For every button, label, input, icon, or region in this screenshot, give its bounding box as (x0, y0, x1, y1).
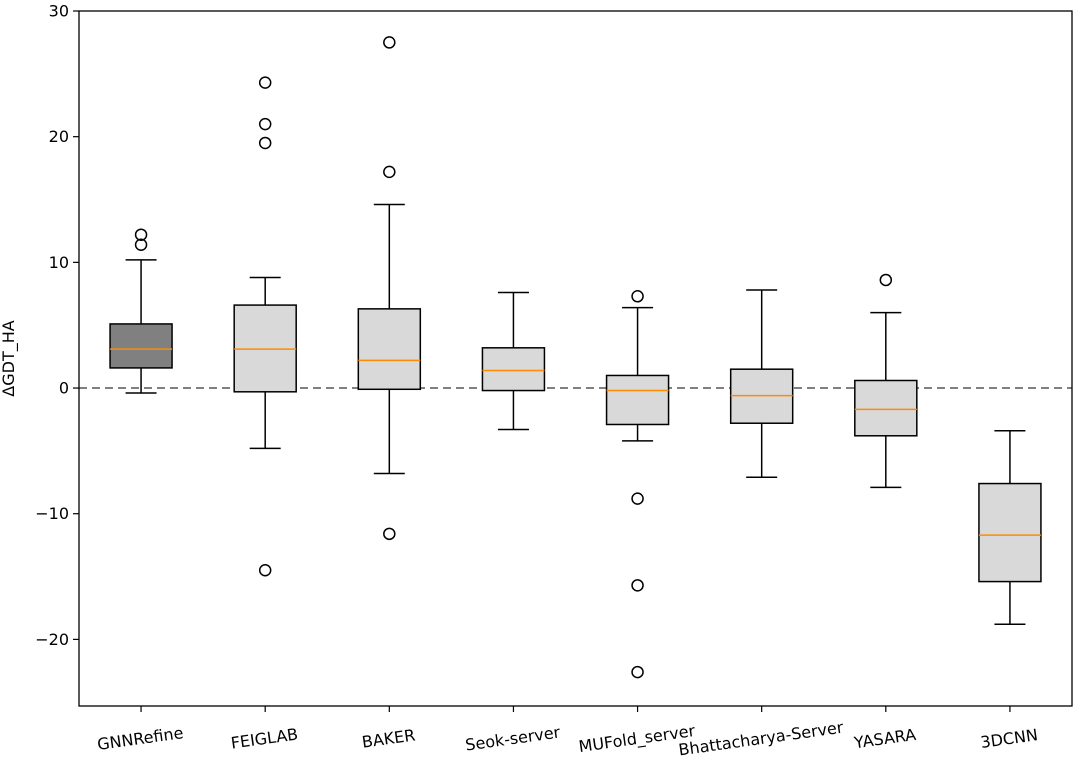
y-tick-label: −10 (35, 504, 69, 523)
x-axis: GNNRefine FEIGLAB BAKER Seok-server MUFold_s… (96, 706, 1039, 760)
outlier-point (383, 165, 396, 179)
y-tick-label: 20 (49, 127, 69, 146)
outlier-point (631, 492, 644, 505)
outlier-point (258, 136, 272, 150)
box-3dcnn (978, 430, 1042, 626)
x-tick-label: Seok-server (464, 722, 562, 754)
box-baker (357, 36, 422, 541)
box-bhattacharya-server (729, 289, 794, 479)
box-feiglab (233, 76, 297, 577)
outlier-point (258, 76, 272, 89)
outlier-point (383, 527, 396, 541)
box-iqr (605, 374, 670, 426)
outlier-point (258, 564, 272, 577)
outlier-point (134, 238, 148, 252)
outlier-point (631, 579, 644, 592)
outlier-point (258, 117, 272, 131)
y-tick-label: 0 (59, 379, 69, 398)
outlier-point (134, 228, 148, 241)
y-tick-label: 10 (49, 253, 69, 272)
outlier-point (879, 273, 893, 287)
box-iqr (854, 379, 918, 437)
box-iqr (357, 308, 422, 391)
x-tick-label: YASARA (852, 725, 917, 753)
x-tick-label: 3DCNN (979, 725, 1039, 752)
box-yasara (854, 273, 918, 489)
box-iqr (109, 323, 173, 369)
plot-frame (78, 10, 1073, 707)
box-gnnrefine (109, 228, 173, 394)
box-iqr (481, 347, 546, 392)
box-iqr (978, 482, 1042, 583)
y-tick-label: 30 (49, 2, 69, 21)
box-mufold_server (605, 290, 670, 679)
chart-marks (79, 36, 1072, 679)
x-tick-label: BAKER (361, 725, 417, 751)
y-tick-label: −20 (35, 630, 69, 649)
x-tick-label: FEIGLAB (230, 724, 300, 752)
outlier-point (383, 36, 396, 49)
outlier-point (631, 290, 644, 303)
y-axis-label: ΔGDT_HA (0, 320, 19, 396)
x-tick-label: GNNRefine (96, 723, 184, 754)
y-axis: −20 −10 0 10 20 30 (35, 2, 79, 649)
outlier-point (631, 665, 644, 679)
box-seok-server (481, 291, 546, 431)
x-tick-label: Bhattacharya-Server (677, 718, 845, 760)
